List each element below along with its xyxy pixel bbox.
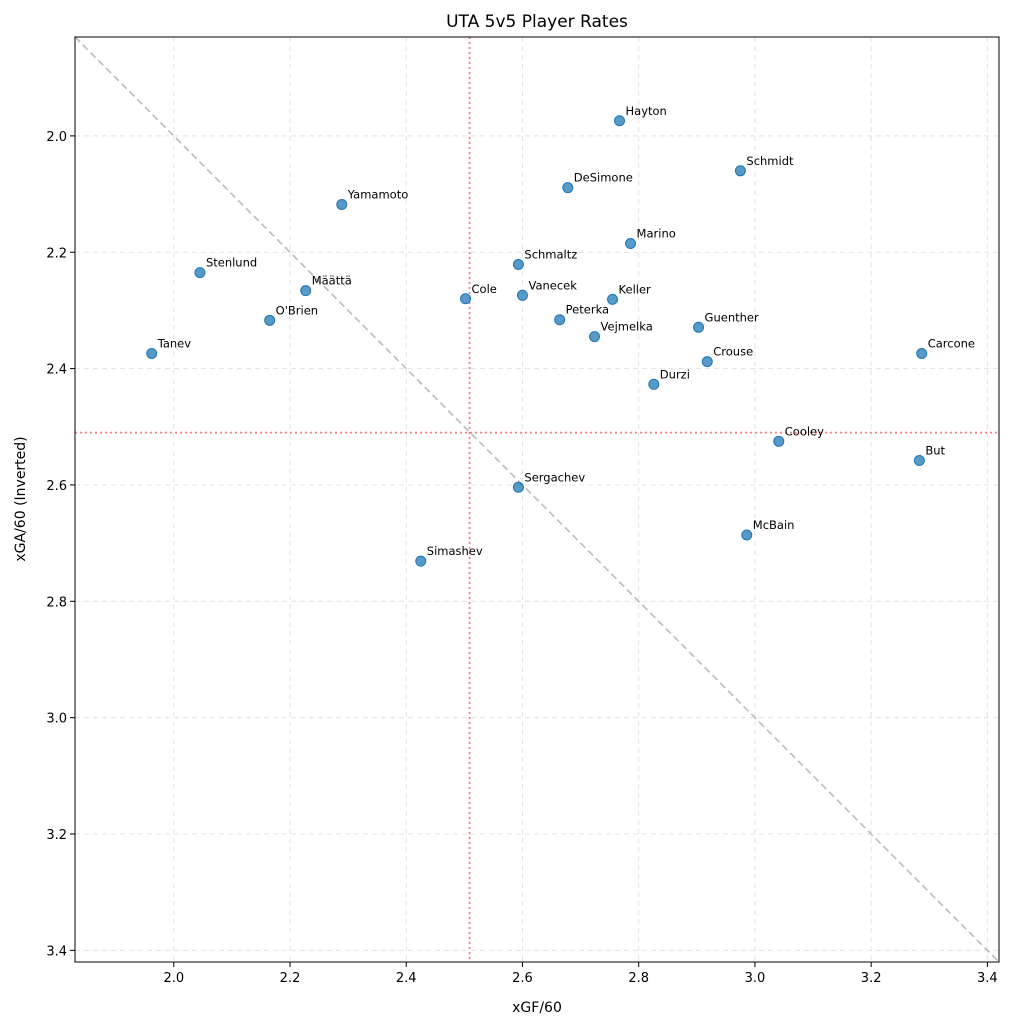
point-label: DeSimone <box>574 171 633 185</box>
point-label: Hayton <box>626 104 667 118</box>
data-point <box>562 182 574 194</box>
y-axis-label: xGA/60 (Inverted) <box>13 436 29 561</box>
data-point <box>916 347 928 359</box>
x-tick-label: 2.0 <box>163 971 184 986</box>
data-point <box>648 378 660 390</box>
y-tick-label: 2.2 <box>46 246 67 261</box>
point-label: Yamamoto <box>347 188 409 202</box>
chart-title: UTA 5v5 Player Rates <box>446 12 628 32</box>
data-point <box>516 289 528 301</box>
grid <box>75 37 999 962</box>
plot-frame <box>74 36 1000 963</box>
point-label: Sergachev <box>524 470 585 484</box>
data-point <box>512 481 524 493</box>
point-label: Schmaltz <box>524 247 577 261</box>
y-tick-label: 2.8 <box>46 595 67 610</box>
point-label: Durzi <box>660 367 690 381</box>
data-point <box>300 285 312 297</box>
point-label: Määttä <box>312 274 352 288</box>
x-axis-label: xGF/60 <box>512 1000 562 1016</box>
point-label: O'Brien <box>276 303 318 317</box>
data-point <box>460 293 472 305</box>
data-point <box>614 115 626 127</box>
ticks: 2.0 2.2 2.4 2.6 2.8 3.0 3.2 3.4 2.0 2.2 2.4 2.6 2.8 3… <box>46 130 997 986</box>
data-point <box>701 356 713 368</box>
x-tick-label: 3.4 <box>977 971 998 986</box>
y-tick-label: 3.0 <box>46 712 67 727</box>
point-label: Tanev <box>157 336 192 350</box>
point-label: But <box>925 444 945 458</box>
data-point <box>734 165 746 177</box>
point-label: Guenther <box>705 310 759 324</box>
data-point <box>589 331 601 343</box>
x-tick-label: 3.2 <box>861 971 882 986</box>
point-label: Peterka <box>566 303 609 317</box>
data-point <box>773 435 785 447</box>
data-point <box>146 347 158 359</box>
data-point <box>415 555 427 567</box>
point-label: Cooley <box>785 424 824 438</box>
y-tick-label: 3.2 <box>46 828 67 843</box>
points: Hayton Schmidt DeSimone Yamamoto Marino Stenl… <box>146 104 975 567</box>
x-tick-label: 2.4 <box>396 971 417 986</box>
point-label: Schmidt <box>746 154 794 168</box>
data-point <box>264 314 276 326</box>
point-label: Keller <box>619 282 652 296</box>
point-label: McBain <box>753 518 795 532</box>
data-point <box>607 293 619 305</box>
reference-lines <box>74 36 1000 963</box>
point-label: Vejmelka <box>601 320 653 334</box>
data-point <box>913 455 925 467</box>
data-point <box>625 238 637 250</box>
diagonal-line <box>74 36 1000 963</box>
point-label: Crouse <box>713 345 753 359</box>
point-label: Stenlund <box>206 256 257 270</box>
x-tick-label: 2.8 <box>628 971 649 986</box>
data-point <box>693 321 705 333</box>
point-label: Simashev <box>427 544 483 558</box>
data-point <box>741 529 753 541</box>
y-tick-label: 2.4 <box>46 363 67 378</box>
point-label: Vanecek <box>528 278 577 292</box>
x-tick-label: 2.6 <box>512 971 533 986</box>
point-label: Carcone <box>928 336 975 350</box>
data-point <box>194 267 206 279</box>
x-tick-label: 2.2 <box>280 971 301 986</box>
y-tick-label: 3.4 <box>46 944 67 959</box>
point-label: Marino <box>637 227 676 241</box>
data-point <box>554 314 566 326</box>
point-label: Cole <box>472 282 497 296</box>
y-tick-label: 2.6 <box>46 479 67 494</box>
data-point <box>336 199 348 211</box>
data-point <box>512 258 524 270</box>
x-tick-label: 3.0 <box>745 971 766 986</box>
y-tick-label: 2.0 <box>46 130 67 145</box>
